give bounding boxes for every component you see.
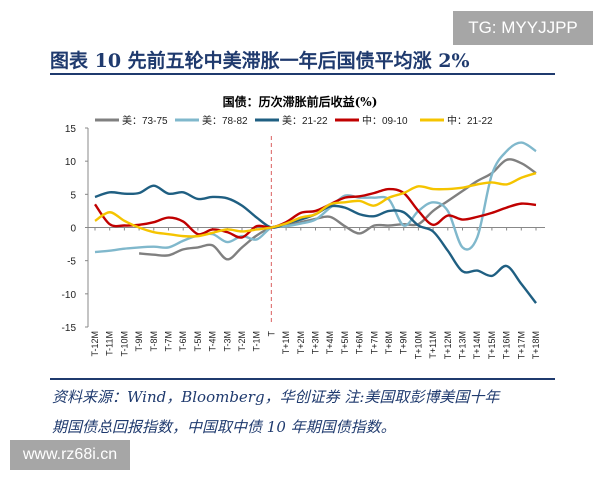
figure-title: 图表 10 先前五轮中美滞胀一年后国债平均涨 2% [50,50,470,72]
x-tick-label: T+11M [428,331,438,359]
x-tick-label: T+6M [355,331,365,354]
x-tick-label: T+8M [384,331,394,354]
x-tick-label: T+2M [296,331,306,354]
x-tick-label: T+16M [502,331,512,359]
legend-label: 美：21-22 [282,114,328,127]
x-tick-label: T+14M [472,331,482,359]
series-line [94,171,537,238]
series-line [94,141,537,254]
y-tick-label: 5 [70,190,76,201]
x-tick-label: T+7M [369,331,379,354]
title-rule [50,73,555,75]
legend-label: 美：73-75 [122,114,168,127]
y-tick-label: 10 [65,157,77,168]
legend-label: 美：78-82 [202,114,248,127]
legend-label: 中：21-22 [447,114,493,127]
x-tick-label: T+13M [458,331,468,359]
y-tick-label: -15 [62,323,77,334]
x-tick-label: T-5M [193,331,203,352]
x-tick-label: T+12M [443,331,453,359]
x-tick-label: T+18M [531,331,541,359]
x-tick-label: T-2M [237,331,247,352]
series-line [94,184,537,304]
source-note-line2: 期国债总回报指数，中国取中债 10 年期国债指数。 [52,418,396,436]
x-tick-label: T-3M [222,331,232,352]
series-line [94,187,537,239]
x-tick-label: T-6M [178,331,188,352]
y-tick-label: 0 [70,224,76,235]
x-tick-label: T-1M [252,331,262,352]
x-tick-label: T+5M [340,331,350,354]
x-tick-label: T-9M [134,331,144,352]
y-tick-label: 15 [65,124,77,135]
legend-label: 中：09-10 [362,114,408,127]
x-tick-label: T+10M [413,331,423,359]
series-line [138,158,537,261]
x-tick-label: T+1M [281,331,291,354]
source-rule [50,378,555,380]
x-tick-label: T+15M [487,331,497,359]
x-tick-label: T+3M [311,331,321,354]
y-tick-label: -10 [62,290,77,301]
x-tick-label: T+4M [325,331,335,354]
x-tick-label: T-10M [119,331,129,357]
x-tick-label: T-12M [90,331,100,357]
x-tick-label: T+9M [399,331,409,354]
chart-title: 国债：历次滞胀前后收益(%) [223,94,378,109]
x-tick-label: T-11M [105,331,115,356]
x-tick-label: T+17M [516,331,526,359]
source-note-line1: 资料来源：Wind，Bloomberg，华创证券 注:美国取彭博美国十年 [52,388,500,406]
watermark-bottom: www.rz68i.cn [10,440,130,470]
x-tick-label: T-8M [149,331,159,352]
watermark-top: TG: MYYJJPP [453,11,593,45]
x-tick-label: T [266,331,276,337]
x-tick-label: T-4M [208,331,218,352]
y-tick-label: -5 [67,257,76,268]
x-tick-label: T-7M [164,331,174,352]
